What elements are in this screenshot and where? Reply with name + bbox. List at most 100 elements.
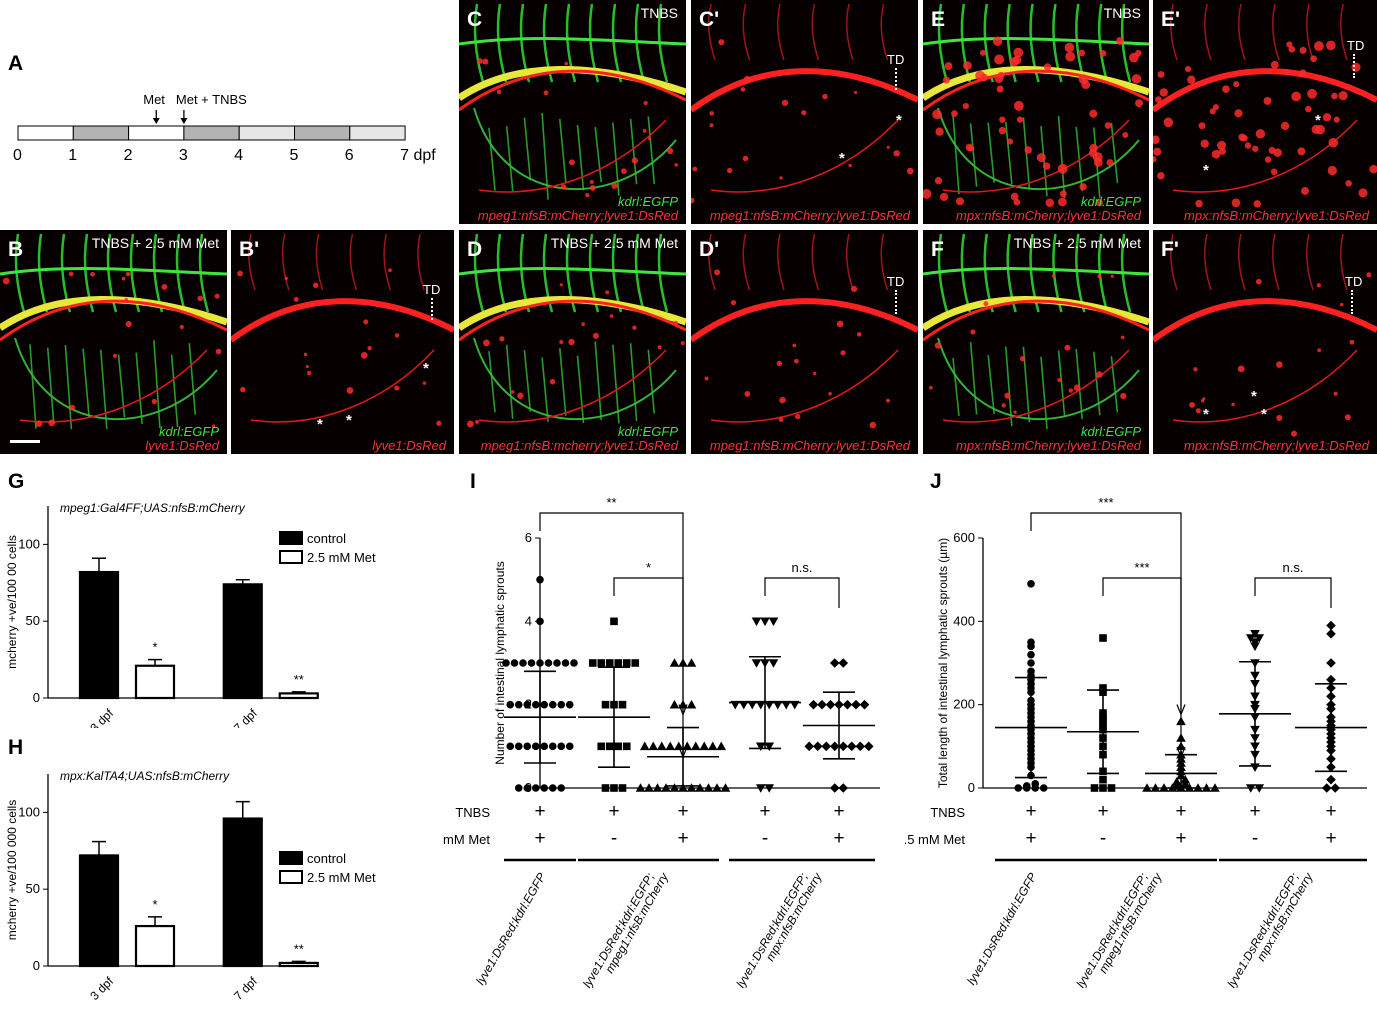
green-channel-label: kdrl:EGFP xyxy=(1081,424,1141,439)
lymphatic-vessel xyxy=(417,233,425,291)
tnbs-row-label: TNBS xyxy=(930,805,965,820)
mcherry-cell xyxy=(1339,302,1344,307)
timeline-tick-label: 1 xyxy=(68,147,77,164)
mcherry-cell xyxy=(1305,105,1312,113)
significance-label: * xyxy=(152,640,157,655)
mcherry-cell xyxy=(151,398,157,405)
red-channel-label: mpeg1:nfsB:mCherry;lyve1:DsRed xyxy=(477,208,678,223)
thoracic-duct xyxy=(923,299,1149,342)
tnbs-row-label: TNBS xyxy=(455,805,490,820)
segmental-vessel xyxy=(106,233,118,313)
significance-label: n.s. xyxy=(792,560,813,575)
intestinal-vessel xyxy=(612,344,620,424)
green-channel-label: kdrl:EGFP xyxy=(618,424,678,439)
intestinal-lymphatic xyxy=(942,119,1130,193)
mcherry-cell xyxy=(517,392,524,399)
data-point xyxy=(506,700,515,709)
mcherry-cell xyxy=(1255,129,1266,139)
mcherry-cell xyxy=(1096,371,1103,378)
data-point xyxy=(548,700,557,709)
lymphatic-vessel xyxy=(811,233,820,291)
timeline-tick-label: 0 xyxy=(13,147,22,164)
mcherry-cell xyxy=(1189,401,1196,408)
bar xyxy=(222,817,263,968)
data-point xyxy=(669,783,680,792)
data-point xyxy=(829,658,840,668)
data-point xyxy=(846,741,857,752)
timeline-tick-label: 5 xyxy=(290,147,299,164)
data-point xyxy=(536,659,544,667)
genotype-label: lyve1:DsRed;kdrl:EGFP; xyxy=(580,871,657,991)
lymphatic-vessel xyxy=(777,233,785,291)
timeline-segment xyxy=(349,125,406,141)
mcherry-cell xyxy=(742,155,749,162)
intestinal-vessel xyxy=(188,343,197,415)
mcherry-cell xyxy=(1286,41,1293,48)
intestinal-lymphatic xyxy=(1172,349,1358,423)
y-tick-label: 200 xyxy=(953,697,975,712)
genotype-label: lyve1:DsRed;kdrl:EGFP xyxy=(473,871,548,988)
mcherry-cell xyxy=(211,424,216,428)
timeline-segment xyxy=(238,125,295,141)
mcherry-cell xyxy=(125,321,132,328)
y-tick-label: 0 xyxy=(33,690,40,705)
lymphatic-vessel xyxy=(1204,3,1212,61)
intestinal-vessel xyxy=(612,122,620,196)
data-point xyxy=(838,783,849,793)
mcherry-cell xyxy=(1237,365,1245,373)
intestinal-lymphatic xyxy=(478,119,667,193)
y-tick-label: 600 xyxy=(953,530,975,545)
significance-label: ** xyxy=(294,941,304,956)
intestinal-lymphatic xyxy=(478,349,667,423)
genotype-label: lyve1:DsRed;kdrl:EGFP; xyxy=(1224,871,1301,991)
significance-label: n.s. xyxy=(1283,560,1304,575)
mcherry-cell xyxy=(893,150,900,157)
mcherry-cell xyxy=(69,404,76,411)
data-point xyxy=(1330,783,1341,793)
data-point xyxy=(514,700,523,709)
mcherry-cell xyxy=(1065,51,1076,62)
mcherry-cell xyxy=(1036,153,1046,163)
y-tick-label: 6 xyxy=(525,530,532,545)
mcherry-cell xyxy=(1131,74,1142,84)
green-channel-label: kdrl:EGFP xyxy=(1081,194,1141,209)
y-axis-label: Number of intestinal lymphatic sprouts xyxy=(493,561,507,764)
data-point xyxy=(755,742,766,752)
mcherry-cell xyxy=(568,338,575,346)
legend-label: control xyxy=(307,851,346,866)
intestinal-lymphatic xyxy=(250,349,435,423)
data-point xyxy=(712,783,722,792)
micrograph-c-prime: C' TD * * mpeg1:nfsB:mCherry;lyve1:DsRed xyxy=(691,0,918,224)
mcherry-cell xyxy=(869,421,877,429)
legend-swatch xyxy=(279,870,303,884)
mcherry-cell xyxy=(828,392,832,396)
x-tick-label: 3 dpf xyxy=(87,974,116,1003)
mcherry-cell xyxy=(1263,96,1272,105)
lymphatic-vessel xyxy=(1204,233,1212,291)
intestinal-vessel xyxy=(488,351,496,413)
data-point xyxy=(764,784,775,793)
segmental-vessel xyxy=(542,3,554,83)
data-point xyxy=(686,783,697,792)
condition-label: TNBS + 2.5 mM Met xyxy=(91,235,219,251)
data-point xyxy=(631,659,640,667)
intestinal-vessel xyxy=(987,355,995,414)
timeline-segment xyxy=(294,125,351,141)
data-point xyxy=(661,783,671,792)
intestinal-vessel xyxy=(969,123,978,187)
bar xyxy=(78,854,120,968)
mcherry-cell xyxy=(718,39,725,46)
timeline-segment xyxy=(128,125,185,141)
mcherry-cell xyxy=(886,145,890,149)
data-point xyxy=(605,659,614,667)
mcherry-cell xyxy=(997,71,1005,79)
data-point xyxy=(768,617,779,627)
bar-chart-g: 0 50 100 mcherry +ve/100 00 cells mpeg1:Gal4… xyxy=(0,488,440,735)
intestinal-vessel xyxy=(541,357,549,422)
micrograph-f-prime: F' TD * * * mpx:nfsB:mCherry;lyve1:DsRed xyxy=(1153,230,1377,454)
segmental-vessel xyxy=(496,233,508,313)
significance-arrow xyxy=(1176,704,1186,717)
mcherry-cell xyxy=(1135,99,1144,108)
data-point xyxy=(514,742,523,751)
y-tick-label: 0 xyxy=(33,958,40,973)
